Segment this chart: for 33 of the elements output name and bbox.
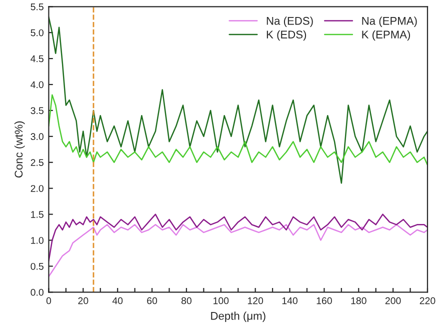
line-series bbox=[48, 94, 428, 166]
y-tick-label: 2.0 bbox=[30, 185, 44, 192]
x-tick-label: 220 bbox=[420, 297, 436, 304]
x-tick-label: 20 bbox=[78, 297, 88, 304]
y-tick-label: 4.0 bbox=[30, 81, 44, 88]
y-tick-label: 0.5 bbox=[30, 262, 44, 270]
y-tick-label: 3.0 bbox=[30, 133, 44, 140]
x-tick-label: 100 bbox=[214, 297, 229, 304]
y-tick-label: 5.0 bbox=[30, 29, 44, 36]
line-series bbox=[48, 16, 428, 184]
legend-label: Na (EDS) bbox=[266, 16, 313, 27]
legend-label: Na (EPMA) bbox=[362, 16, 417, 27]
legend-label: K (EDS) bbox=[266, 30, 306, 41]
x-tick-label: 120 bbox=[248, 297, 264, 304]
x-tick-label: 60 bbox=[147, 297, 158, 304]
legend-label: K (EPMA) bbox=[362, 30, 410, 41]
x-tick-label: 40 bbox=[112, 297, 123, 304]
x-tick-label: 160 bbox=[316, 297, 332, 304]
y-axis-title: Conc (wt%) bbox=[14, 121, 25, 178]
line-series bbox=[48, 224, 428, 278]
y-tick-label: 3.5 bbox=[30, 107, 44, 114]
y-tick-label: 4.5 bbox=[30, 55, 44, 62]
x-tick-label: 200 bbox=[385, 297, 401, 304]
y-tick-label: 1.0 bbox=[31, 236, 44, 244]
x-tick-label: 180 bbox=[351, 297, 366, 304]
y-tick-label: 1.5 bbox=[31, 211, 44, 218]
x-tick-label: 0 bbox=[46, 297, 52, 304]
y-tick-label: 5.5 bbox=[30, 3, 44, 10]
y-tick-label: 2.5 bbox=[30, 159, 44, 166]
x-tick-label: 140 bbox=[282, 297, 298, 304]
x-axis-title: Depth (μm) bbox=[211, 312, 266, 322]
y-tick-label: 0.0 bbox=[30, 288, 44, 296]
x-tick-label: 80 bbox=[181, 297, 192, 304]
